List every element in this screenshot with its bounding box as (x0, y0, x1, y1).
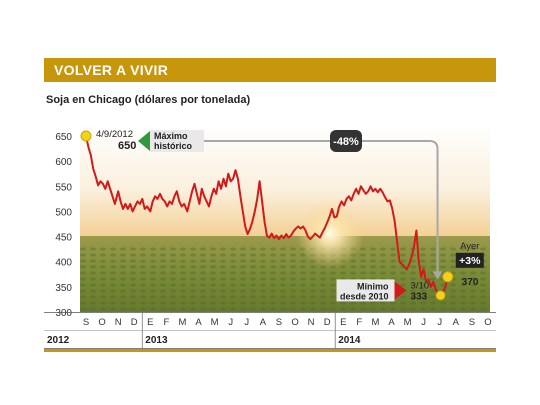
month-tick-label: D (324, 317, 331, 328)
month-tick-label: J (437, 317, 442, 328)
max-label-line: Máximo (154, 131, 188, 141)
max-marker (80, 130, 92, 142)
month-tick-label: M (371, 317, 379, 328)
year-label: 2014 (338, 335, 361, 346)
ayer-change-box (455, 252, 484, 268)
ayer-marker (442, 271, 454, 283)
ayer-label: Ayer (460, 241, 479, 252)
month-tick-label: D (131, 317, 138, 328)
y-tick-label: 450 (55, 233, 72, 244)
min-label-box (336, 279, 395, 302)
month-tick-label: S (276, 317, 282, 328)
year-label: 2013 (145, 335, 168, 346)
month-tick-label: O (484, 317, 491, 328)
price-series (85, 135, 449, 297)
month-tick-label: J (244, 317, 249, 328)
month-tick-label: F (356, 317, 362, 328)
month-tick-label: S (83, 317, 89, 328)
y-axis: 300 350 400 450 500 550 600 650 (55, 132, 72, 319)
min-date: 3/10 (411, 280, 430, 291)
month-tick-label: S (469, 317, 475, 328)
max-value: 650 (118, 140, 136, 152)
month-tick-label: J (228, 317, 233, 328)
month-tick-label: M (211, 317, 219, 328)
change-arrowhead (432, 271, 443, 280)
month-tick-label: A (453, 317, 460, 328)
ayer-value: 370 (462, 277, 479, 288)
change-bracket-line (190, 140, 439, 274)
month-tick-label: A (388, 317, 395, 328)
min-label-line: desde 2010 (340, 291, 389, 301)
month-tick-label: O (291, 317, 298, 328)
month-tick-label: E (340, 317, 346, 328)
month-tick-label: E (147, 317, 153, 328)
y-tick-label: 650 (55, 132, 72, 143)
min-label-line: Mínimo (357, 281, 389, 291)
month-tick-label: J (421, 317, 426, 328)
ayer-change: +3% (459, 255, 481, 267)
y-tick-label: 500 (55, 207, 72, 218)
y-tick-label: 400 (55, 258, 72, 269)
max-date: 4/9/2012 (96, 129, 133, 140)
chart-subtitle: Soja en Chicago (dólares por tonelada) (46, 94, 251, 106)
y-tick-label: 550 (55, 182, 72, 193)
price-line (85, 135, 449, 297)
change-badge (330, 130, 362, 152)
min-value: 333 (411, 291, 428, 302)
max-label-box (150, 130, 204, 152)
max-label-line: histórico (154, 141, 193, 151)
max-arrow (138, 131, 150, 151)
min-arrow (394, 281, 407, 300)
plot-background (80, 124, 490, 312)
month-tick-label: O (98, 317, 105, 328)
y-tick-label: 300 (55, 308, 72, 319)
month-tick-label: M (179, 317, 187, 328)
month-tick-label: N (308, 317, 315, 328)
y-tick-label: 350 (55, 283, 72, 294)
y-tick-label: 600 (55, 157, 72, 168)
change-text: -48% (333, 136, 359, 148)
month-tick-label: N (115, 317, 122, 328)
month-tick-label: F (163, 317, 169, 328)
year-label: 2012 (47, 335, 70, 346)
month-tick-label: A (195, 317, 202, 328)
min-marker (435, 290, 446, 301)
banner-title: VOLVER A VIVIR (54, 62, 169, 78)
change-bracket: -48% (190, 130, 443, 280)
month-tick-label: M (404, 317, 412, 328)
month-tick-label: A (260, 317, 267, 328)
title-banner: VOLVER A VIVIR (44, 58, 496, 82)
